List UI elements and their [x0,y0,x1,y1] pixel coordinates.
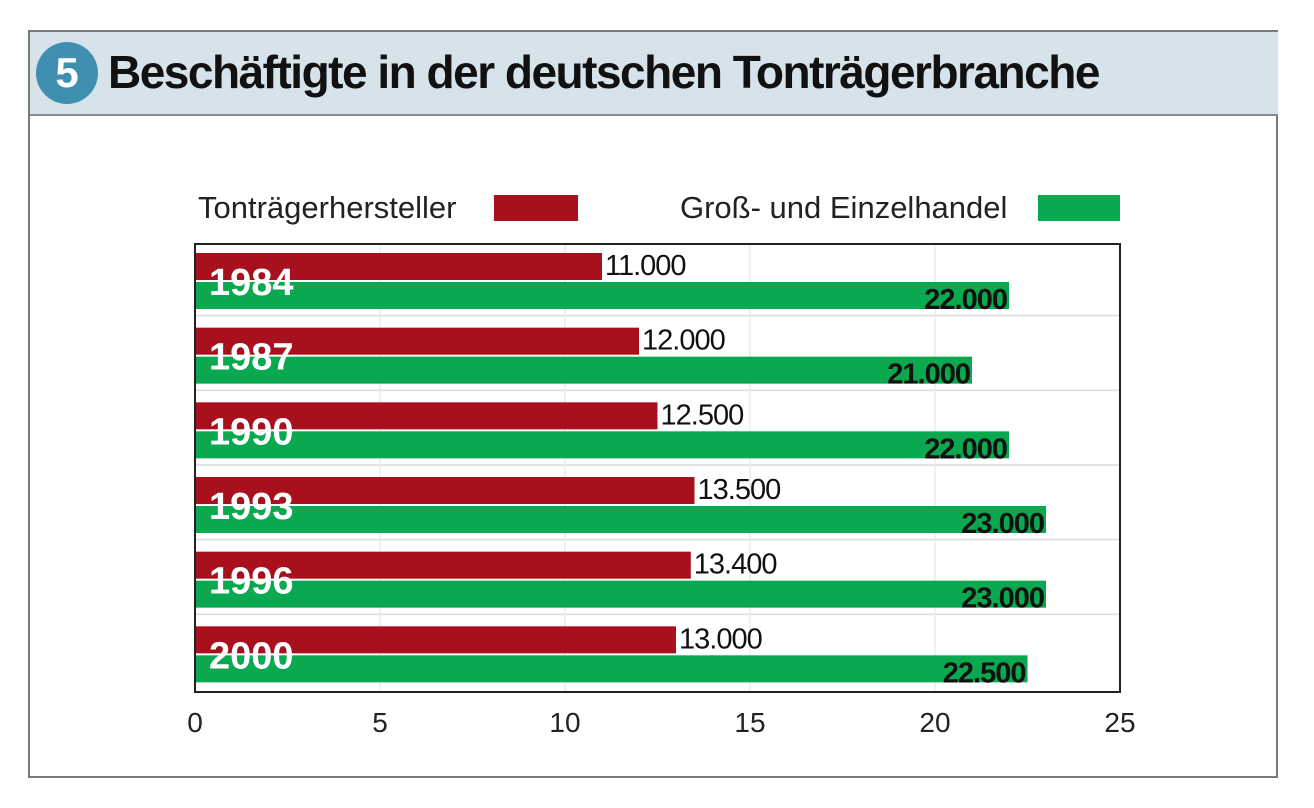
bar-Groß- und Einzelhandel [195,282,1009,309]
category-label: 1984 [209,262,294,304]
data-label: 23.000 [961,508,1044,540]
data-label: 11.000 [605,250,686,282]
data-label: 12.500 [661,399,744,431]
bar-Groß- und Einzelhandel [195,655,1028,683]
legend-label-handel: Groß- und Einzelhandel [680,190,1008,225]
bar-Tonträgerhersteller [195,626,676,654]
number-badge: 5 [36,42,98,104]
data-label: 22.000 [924,433,1007,465]
bar-Groß- und Einzelhandel [195,356,972,384]
category-label: 1993 [209,486,294,528]
x-tick-label: 0 [187,707,203,738]
legend-label-hersteller: Tonträgerhersteller [198,190,457,225]
bar-Tonträgerhersteller [195,551,691,579]
plot-border [194,243,1121,693]
category-label: 1990 [209,411,294,453]
bar-Tonträgerhersteller [195,402,658,430]
data-label: 12.000 [642,325,725,357]
legend-swatch-hersteller [494,195,578,221]
data-label: 23.000 [961,583,1044,615]
bar-Tonträgerhersteller [195,477,695,504]
x-tick-label: 15 [734,707,765,738]
data-label: 21.000 [887,359,970,391]
x-tick-label: 5 [372,707,388,738]
plot-area [195,244,1120,692]
data-label: 13.400 [694,549,777,581]
bar-Groß- und Einzelhandel [195,506,1046,533]
x-tick-label: 10 [549,707,580,738]
legend-swatch-handel [1038,195,1120,221]
data-label: 22.500 [943,657,1026,689]
category-label: 1996 [209,561,294,603]
bar-Groß- und Einzelhandel [195,431,1009,459]
data-label: 22.000 [924,284,1007,316]
bar-Tonträgerhersteller [195,327,639,355]
chart-title: Beschäftigte in der deutschen Tonträgerb… [108,46,1100,98]
x-tick-label: 25 [1104,707,1135,738]
data-label: 13.500 [698,474,781,506]
data-label: 13.000 [679,623,762,655]
bar-Groß- und Einzelhandel [195,580,1046,608]
category-label: 1987 [209,337,294,379]
category-label: 2000 [209,635,294,677]
title-bar [30,32,1278,116]
bar-Tonträgerhersteller [195,253,602,280]
x-tick-label: 20 [919,707,950,738]
